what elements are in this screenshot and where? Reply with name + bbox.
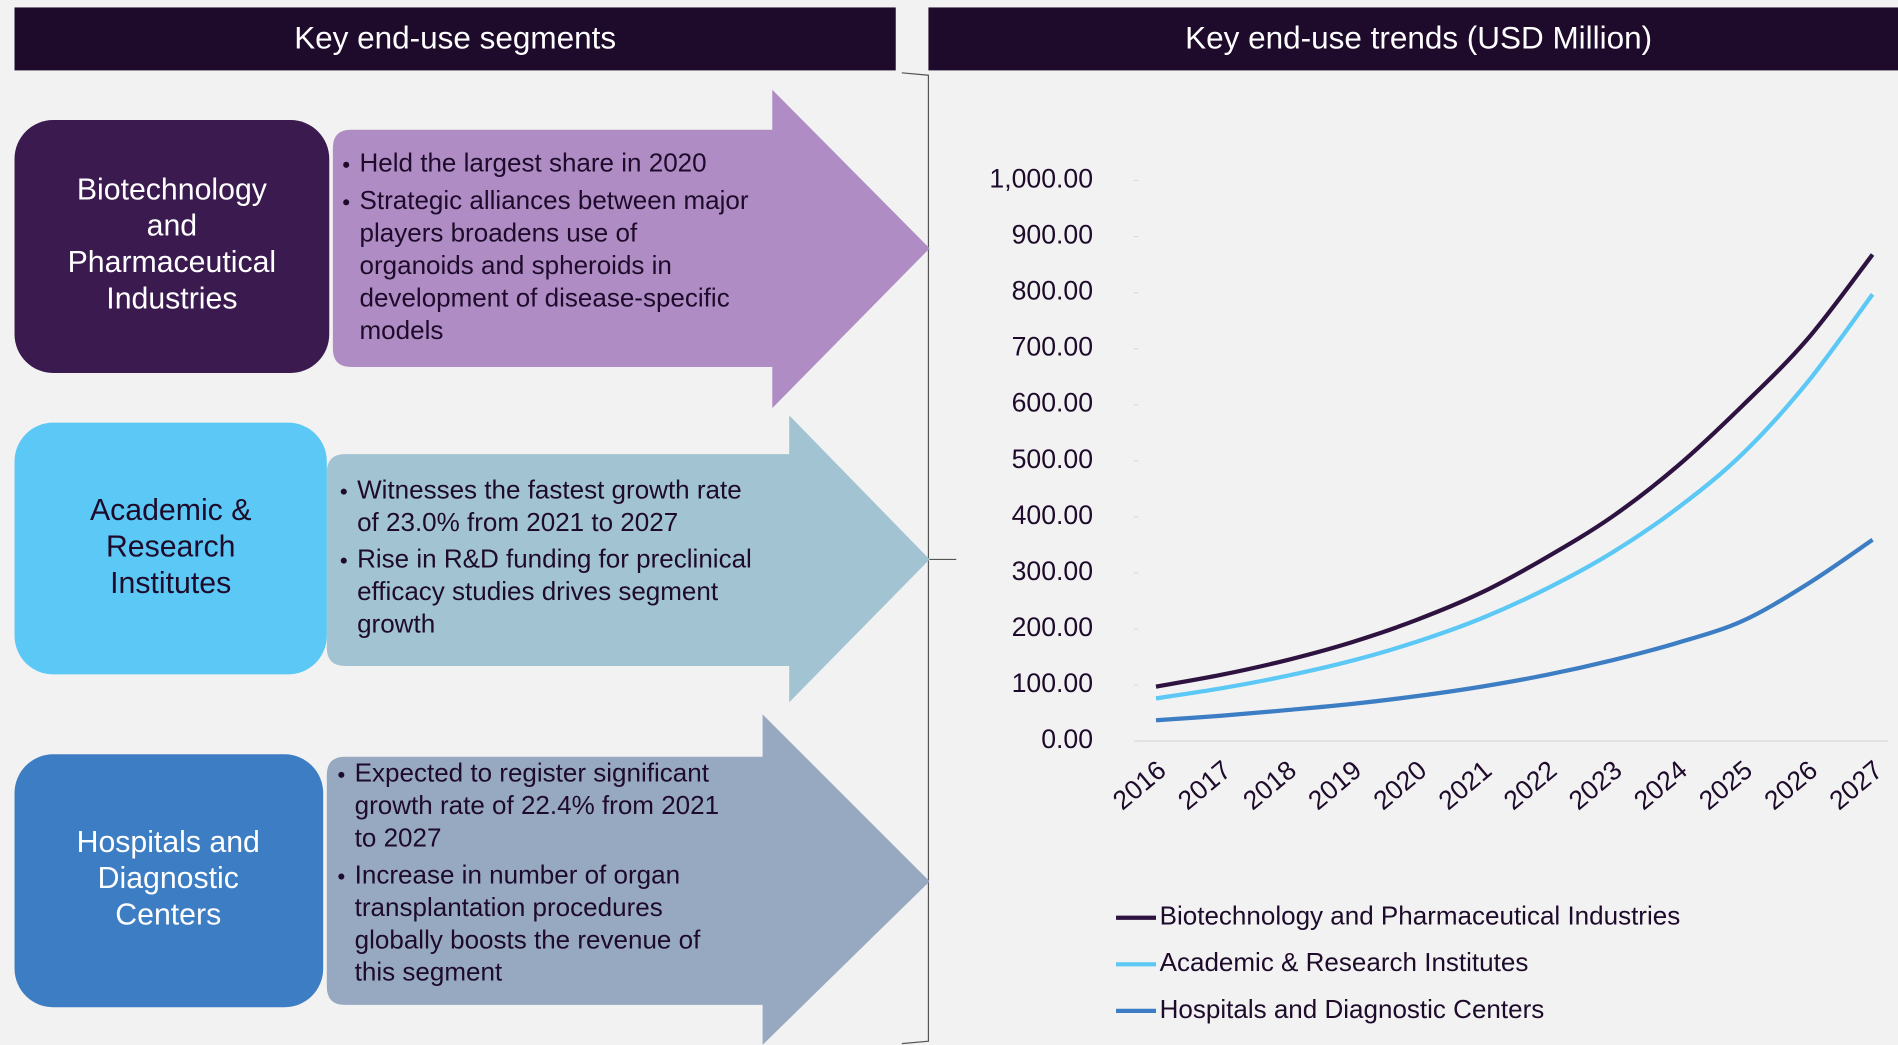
arrow [332, 89, 930, 409]
bullet-text: growth [357, 608, 435, 638]
bullet-text: players broadens use of [360, 218, 638, 248]
header-bar [14, 7, 896, 71]
segment-label: Diagnostic [98, 862, 239, 895]
bullet-dot [338, 873, 345, 880]
y-tick-label: 500.00 [1012, 444, 1093, 474]
bullet-text: globally boosts the revenue of [355, 924, 701, 954]
bullet-text: transplantation procedures [355, 892, 663, 922]
y-tick-label: 400.00 [1012, 500, 1093, 530]
segment-label: and [147, 210, 197, 243]
segment-label: Institutes [110, 567, 231, 600]
y-tick-label: 200.00 [1012, 612, 1093, 642]
bullet-text: Increase in number of organ [355, 859, 680, 889]
segment-label: Industries [106, 282, 237, 315]
segment-label: Biotechnology [77, 173, 268, 206]
segment-label: Research [106, 531, 235, 564]
bullet-text: growth rate of 22.4% from 2021 [355, 790, 719, 820]
left-header: Key end-use segments [294, 20, 616, 55]
arrow [326, 714, 930, 1045]
segment-label: Hospitals and [77, 826, 260, 859]
bullet-text: this segment [355, 957, 503, 987]
segment-label: Pharmaceutical [68, 246, 276, 279]
segment-box [14, 754, 324, 1008]
y-tick-label: 300.00 [1012, 556, 1093, 586]
bullet-text: to 2027 [355, 823, 442, 853]
segment-label: Centers [115, 899, 221, 932]
y-tick-label: 1,000.00 [989, 164, 1093, 194]
bullet-text: Witnesses the fastest growth rate [357, 475, 742, 505]
bullet-dot [343, 161, 350, 168]
bullet-dot [338, 771, 345, 778]
y-tick-label: 600.00 [1012, 388, 1093, 418]
segment-box [14, 422, 327, 675]
y-tick-label: 700.00 [1012, 332, 1093, 362]
bullet-dot [343, 199, 350, 206]
legend-label: Biotechnology and Pharmaceutical Industr… [1160, 901, 1681, 931]
bullet-dot [340, 557, 347, 564]
y-tick-label: 0.00 [1041, 724, 1093, 754]
bullet-text: Expected to register significant [355, 758, 710, 788]
segment-box [14, 120, 330, 374]
legend-label: Academic & Research Institutes [1160, 947, 1529, 977]
bullet-text: Rise in R&D funding for preclinical [357, 544, 752, 574]
header-bar [928, 7, 1898, 71]
bullet-text: efficacy studies drives segment [357, 576, 719, 606]
bullet-text: Strategic alliances between major [360, 185, 749, 215]
arrow [326, 415, 930, 703]
bullet-text: development of disease-specific [360, 283, 730, 313]
bullet-text: models [360, 315, 444, 345]
bullet-text: organoids and spheroids in [360, 250, 672, 280]
bullet-text: of 23.0% from 2021 to 2027 [357, 507, 678, 537]
y-tick-label: 100.00 [1012, 668, 1093, 698]
bullet-dot [340, 488, 347, 495]
y-tick-label: 900.00 [1012, 220, 1093, 250]
chart-title: Key end-use trends (USD Million) [1185, 20, 1652, 55]
bullet-text: Held the largest share in 2020 [360, 148, 707, 178]
legend-label: Hospitals and Diagnostic Centers [1160, 994, 1545, 1024]
series-line [1155, 538, 1874, 723]
series-line [1155, 293, 1875, 701]
segment-label: Academic & [90, 494, 251, 527]
series-line [1155, 253, 1875, 689]
y-tick-label: 800.00 [1012, 276, 1093, 306]
